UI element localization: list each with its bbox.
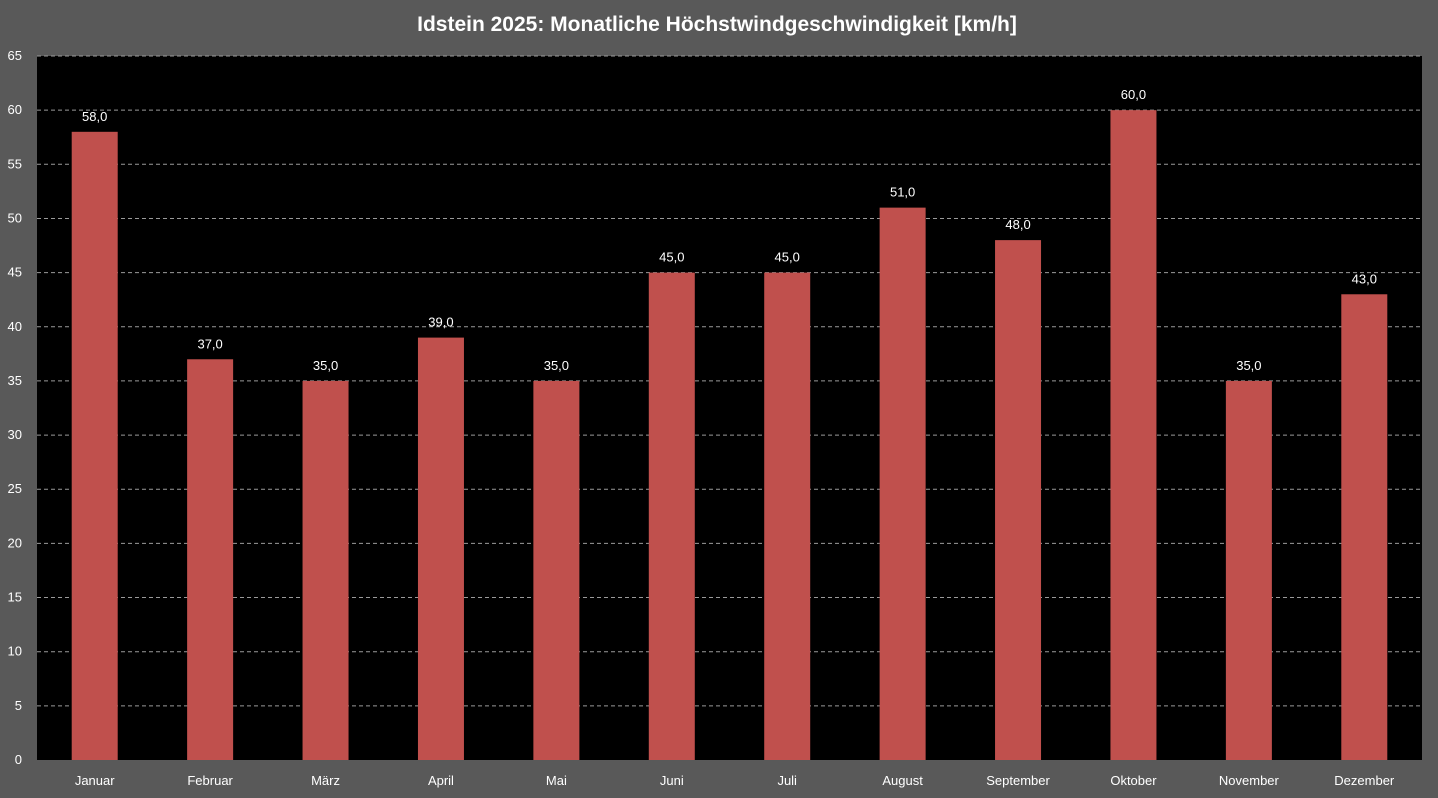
x-tick-label: Juli (777, 773, 797, 788)
data-label: 60,0 (1121, 87, 1146, 102)
x-tick-label: August (882, 773, 923, 788)
bar (71, 131, 118, 761)
x-tick-label: März (311, 773, 340, 788)
y-tick-label: 20 (8, 535, 22, 550)
bar (648, 272, 695, 760)
x-tick-label: Juni (660, 773, 684, 788)
data-label: 48,0 (1005, 217, 1030, 232)
y-tick-label: 35 (8, 373, 22, 388)
bars (71, 110, 1388, 761)
y-tick-label: 45 (8, 265, 22, 280)
x-tick-label: Oktober (1110, 773, 1157, 788)
data-label: 35,0 (313, 358, 338, 373)
data-labels: 58,0 37,0 35,0 39,0 35,0 45,0 45,0 51,0 48,0 60,0… (82, 87, 1377, 373)
bar (1225, 380, 1272, 760)
x-tick-label: Februar (187, 773, 233, 788)
x-tick-label: Dezember (1334, 773, 1395, 788)
x-tick-label: November (1219, 773, 1280, 788)
data-label: 35,0 (544, 358, 569, 373)
y-tick-label: 5 (15, 698, 22, 713)
data-label: 51,0 (890, 185, 915, 200)
data-label: 35,0 (1236, 358, 1261, 373)
y-axis: 0 5 10 15 20 25 30 35 40 45 50 55 60 65 (8, 48, 22, 767)
data-label: 58,0 (82, 109, 107, 124)
y-tick-label: 0 (15, 752, 22, 767)
y-tick-label: 55 (8, 156, 22, 171)
y-tick-label: 25 (8, 481, 22, 496)
y-tick-label: 40 (8, 319, 22, 334)
bar (187, 359, 234, 760)
x-tick-label: April (428, 773, 454, 788)
data-label: 37,0 (197, 336, 222, 351)
y-tick-label: 30 (8, 427, 22, 442)
y-tick-label: 15 (8, 590, 22, 605)
y-tick-label: 50 (8, 210, 22, 225)
x-axis: Januar Februar März April Mai Juni Juli August S… (75, 773, 1395, 788)
bar (417, 337, 464, 760)
bar (879, 207, 926, 761)
x-tick-label: Januar (75, 773, 115, 788)
data-label: 45,0 (775, 250, 800, 265)
data-label: 39,0 (428, 315, 453, 330)
bar (302, 380, 349, 760)
chart-title: Idstein 2025: Monatliche Höchstwindgesch… (417, 13, 1017, 36)
data-label: 45,0 (659, 250, 684, 265)
data-label: 43,0 (1352, 271, 1377, 286)
plot-area (37, 56, 1422, 760)
y-tick-label: 10 (8, 644, 22, 659)
x-tick-label: September (986, 773, 1050, 788)
bar (995, 240, 1042, 761)
x-tick-label: Mai (546, 773, 567, 788)
y-tick-label: 60 (8, 102, 22, 117)
bar (1341, 294, 1388, 760)
bar (1110, 110, 1157, 760)
bar (764, 272, 811, 760)
y-tick-label: 65 (8, 48, 22, 63)
bar (533, 380, 580, 760)
